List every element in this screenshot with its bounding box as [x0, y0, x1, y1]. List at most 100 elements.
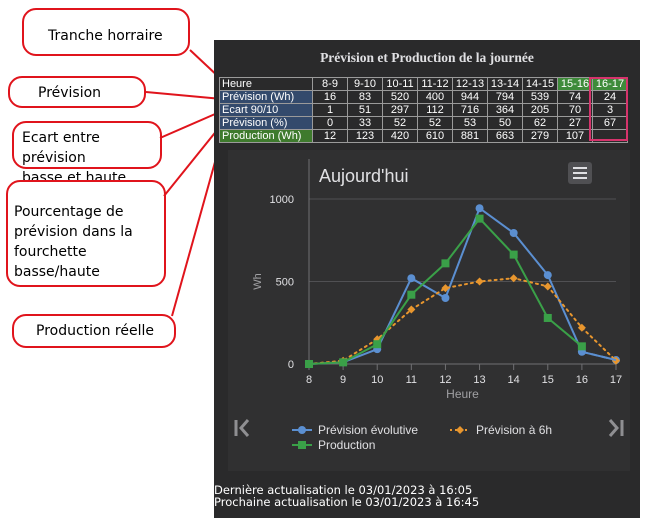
- table-cell: 16: [312, 90, 348, 104]
- table-header-slot: 16-17: [592, 77, 628, 91]
- series-line: [308, 277, 617, 365]
- table-cell: 663: [487, 129, 523, 143]
- table-cell: 50: [487, 116, 523, 130]
- table-cell: 539: [522, 90, 558, 104]
- table-cell: 0: [312, 116, 348, 130]
- table-row: Prévision (%) 0 33 52 52 53 50 62 27 67: [219, 116, 628, 130]
- table-cell: 107: [557, 129, 593, 143]
- current-slot-highlight: [589, 77, 628, 141]
- callout-tranche-horaire: Tranche horraire: [22, 8, 190, 56]
- forecast-table: Heure 8-9 9-10 10-11 11-12 12-13 13-14 14-15 15-…: [219, 77, 628, 143]
- panel-title: Prévision et Production de la journée: [320, 50, 534, 65]
- series-forecast-tail: [581, 350, 617, 362]
- callout-text: Tranche horraire: [48, 28, 163, 44]
- data-point: [475, 277, 484, 286]
- table-cell: 881: [452, 129, 488, 143]
- last-page-icon[interactable]: [608, 419, 624, 437]
- callout-text: Pourcentage de: [14, 204, 124, 220]
- y-tick-label: 500: [276, 277, 294, 289]
- legend-marker: [456, 426, 464, 434]
- table-cell: 944: [452, 90, 488, 104]
- last-update-text: Dernière actualisation le 03/01/2023 à 1…: [214, 483, 473, 497]
- callout-text: Prévision: [38, 85, 102, 101]
- table-row: Ecart 90/10 1 51 297 112 716 364 205 70 3: [219, 103, 628, 117]
- x-tick-label: 17: [610, 374, 622, 386]
- table-header-label: Heure: [219, 77, 313, 91]
- table-header-slot: 8-9: [312, 77, 348, 91]
- data-point: [441, 284, 450, 293]
- table-header-slot: 9-10: [347, 77, 383, 91]
- chart-container: 0 500 1000 8 9 10 11 12 13 14 15 16 17 Aujourd'hui Heu…: [228, 150, 630, 471]
- y-tick-label: 0: [288, 359, 294, 371]
- data-point: [407, 290, 416, 299]
- data-point: [407, 274, 416, 283]
- table-row-label: Prévision (%): [219, 116, 313, 130]
- table-cell: 610: [417, 129, 453, 143]
- first-page-icon[interactable]: [234, 419, 250, 437]
- data-point: [577, 342, 586, 351]
- table-cell: 123: [347, 129, 383, 143]
- x-tick-label: 15: [542, 374, 554, 386]
- data-point: [475, 214, 484, 223]
- legend-marker: [298, 441, 306, 449]
- y-axis-title: Wh: [252, 273, 264, 290]
- data-point: [509, 250, 518, 259]
- chart-title: Aujourd'hui: [319, 166, 409, 186]
- data-point: [475, 204, 484, 213]
- table-row: Production (Wh) 12 123 420 610 881 663 279 107: [219, 129, 628, 143]
- x-tick-label: 14: [508, 374, 520, 386]
- callout-text: fourchette basse/haute: [14, 244, 100, 280]
- x-tick-label: 10: [371, 374, 383, 386]
- table-row-label: Production (Wh): [219, 129, 313, 143]
- next-update-text: Prochaine actualisation le 03/01/2023 à …: [214, 495, 480, 509]
- table-cell: 794: [487, 90, 523, 104]
- table-cell: 420: [382, 129, 418, 143]
- hamburger-menu-icon[interactable]: [568, 162, 592, 184]
- table-row: Prévision (Wh) 16 83 520 400 944 794 539 74 24: [219, 90, 628, 104]
- table-cell: 52: [417, 116, 453, 130]
- table-cell: 400: [417, 90, 453, 104]
- data-point: [339, 358, 348, 367]
- callout-production: Production réelle: [12, 314, 176, 348]
- data-point: [509, 228, 518, 237]
- series-line: [308, 206, 617, 365]
- data-point: [543, 271, 552, 280]
- table-cell: 364: [487, 103, 523, 117]
- y-tick-label: 1000: [270, 194, 294, 206]
- table-cell: 205: [522, 103, 558, 117]
- data-point: [543, 313, 552, 322]
- legend-label: Prévision à 6h: [476, 423, 552, 437]
- data-point: [441, 294, 450, 302]
- data-point: [509, 274, 518, 283]
- table-cell: 520: [382, 90, 418, 104]
- data-point: [305, 360, 313, 368]
- table-cell: 62: [522, 116, 558, 130]
- connector-line: [145, 91, 223, 100]
- table-header-slot: 13-14: [487, 77, 523, 91]
- data-point: [441, 259, 450, 268]
- table-row-label: Prévision (Wh): [219, 90, 313, 104]
- table-header-slot: 14-15: [522, 77, 558, 91]
- data-point: [407, 305, 416, 314]
- table-cell: 53: [452, 116, 488, 130]
- callout-pourcentage: Pourcentage de prévision dans la fourche…: [6, 180, 166, 287]
- table-row-label: Ecart 90/10: [219, 103, 313, 117]
- x-tick-label: 9: [340, 374, 346, 386]
- x-tick-label: 8: [306, 374, 312, 386]
- callout-text: Production réelle: [36, 323, 155, 339]
- table-cell: 51: [347, 103, 383, 117]
- x-tick-label: 13: [473, 374, 485, 386]
- table-cell: 716: [452, 103, 488, 117]
- callout-prevision: Prévision: [8, 76, 146, 108]
- legend-label: Prévision évolutive: [318, 423, 418, 437]
- callout-text: prévision dans la: [14, 224, 133, 240]
- table-cell: 1: [312, 103, 348, 117]
- table-cell: 297: [382, 103, 418, 117]
- table-cell: 74: [557, 90, 593, 104]
- x-tick-label: 16: [576, 374, 588, 386]
- x-axis-title: Heure: [446, 387, 479, 401]
- connector-line: [159, 110, 223, 139]
- table-header-row: Heure 8-9 9-10 10-11 11-12 12-13 13-14 14-15 15-…: [219, 77, 628, 91]
- table-header-slot: 12-13: [452, 77, 488, 91]
- footer: Dernière actualisation le 03/01/2023 à 1…: [214, 484, 479, 508]
